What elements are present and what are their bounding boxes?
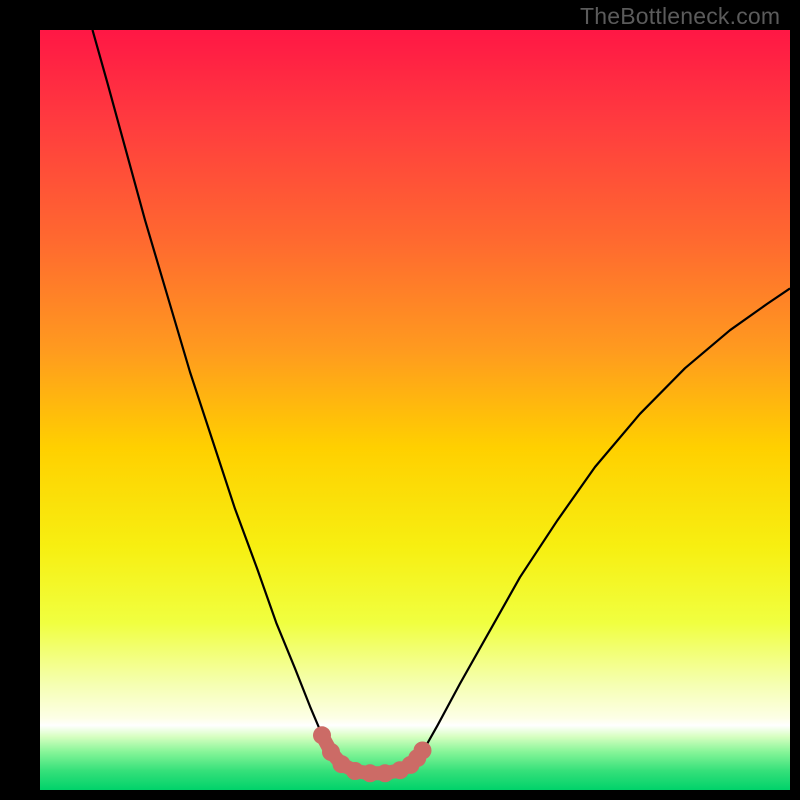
marker-dot bbox=[313, 726, 331, 744]
chart-svg bbox=[40, 30, 790, 790]
gradient-background bbox=[40, 30, 790, 790]
plot-area bbox=[40, 30, 790, 790]
marker-dot bbox=[414, 741, 432, 759]
watermark-label: TheBottleneck.com bbox=[580, 3, 780, 30]
marker-dot bbox=[376, 764, 394, 782]
